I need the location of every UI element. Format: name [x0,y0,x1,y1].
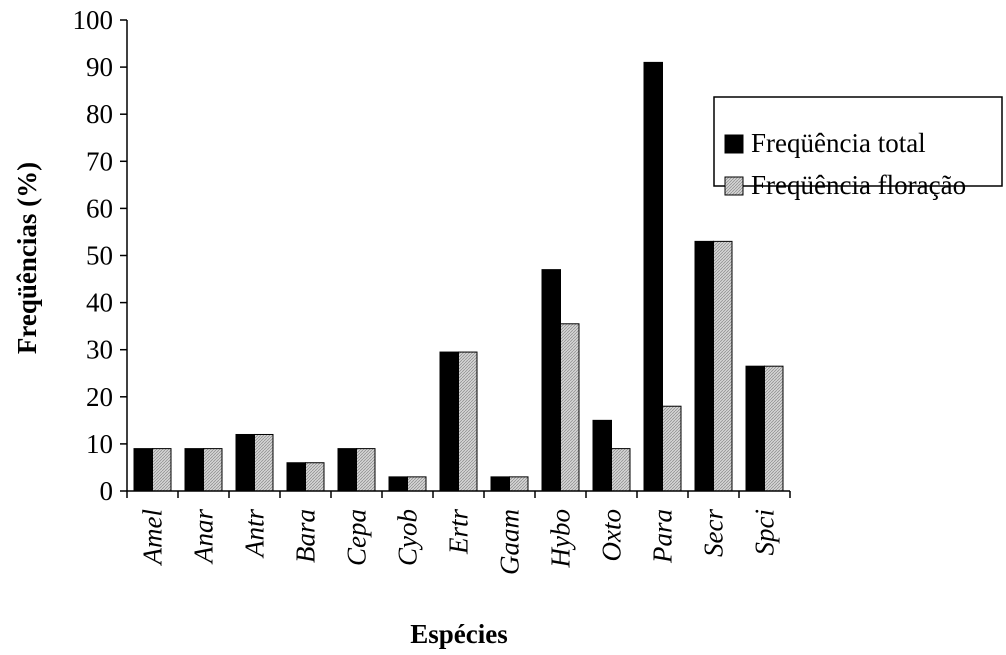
bar-anar-total [184,448,204,492]
axes [126,20,791,498]
x-axis-tick-labels: Amel Anar Antr Bara Cepa Cyob Ertr Gaam Hybo Oxto… [138,509,780,575]
y-axis-label: Freqüências (%) [12,162,42,354]
y-tick-label: 20 [86,382,113,412]
y-tick-label: 40 [86,288,113,318]
x-axis-label: Espécies [410,619,508,649]
y-tick-label: 0 [100,476,114,506]
bars [133,61,784,492]
y-tick-label: 50 [86,241,113,271]
bar-ertr-total [439,351,459,492]
y-tick-label: 10 [86,429,113,459]
bar-antr-total [235,433,255,492]
bar-oxto-total [592,419,612,492]
bar-hybo-total [541,269,561,492]
x-tick-label-hybo: Hybo [546,509,576,568]
x-tick-label-gaam: Gaam [495,509,525,575]
x-tick-label-oxto: Oxto [597,509,627,561]
bar-secr-total [694,240,714,492]
bar-ertr-floracao [458,351,478,492]
bar-spci-total [745,365,765,492]
bar-amel-floracao [152,448,172,492]
legend-label-total: Freqüência total [751,128,926,158]
x-tick-label-secr: Secr [699,509,729,557]
x-tick-label-cepa: Cepa [342,509,372,566]
bar-cyob-total [388,476,408,492]
bar-cepa-total [337,448,357,492]
x-tick-label-cyob: Cyob [393,509,423,566]
y-tick-label: 90 [86,52,113,82]
x-tick-label-bara: Bara [291,509,321,563]
bar-oxto-floracao [611,448,631,492]
legend-frame [713,96,1003,187]
x-tick-label-antr: Antr [240,509,270,559]
bar-cyob-floracao [407,476,427,492]
bar-gaam-floracao [509,476,529,492]
legend: Freqüência total Freqüência floração [713,96,1003,200]
bar-para-floracao [662,405,682,492]
bar-amel-total [133,448,153,492]
x-tick-label-ertr: Ertr [444,509,474,556]
legend-label-floracao: Freqüência floração [751,170,966,200]
y-tick-label: 30 [86,335,113,365]
y-tick-label: 80 [86,99,113,129]
bar-secr-floracao [713,240,733,492]
legend-swatch-floracao [724,176,744,196]
x-tick-label-anar: Anar [189,509,219,565]
bar-antr-floracao [254,433,274,492]
legend-swatch-total [724,134,744,154]
bar-anar-floracao [203,448,223,492]
bar-para-total [643,61,663,492]
y-axis-ticks: 0 10 20 30 40 50 60 70 80 90 100 [73,5,127,506]
bar-hybo-floracao [560,323,580,492]
x-tick-label-para: Para [648,509,678,564]
bar-gaam-total [490,476,510,492]
bar-bara-floracao [305,462,325,492]
bar-spci-floracao [764,365,784,492]
x-tick-label-spci: Spci [750,509,780,556]
y-tick-label: 100 [73,5,114,35]
y-tick-label: 60 [86,193,113,223]
x-tick-label-amel: Amel [138,509,168,566]
y-tick-label: 70 [86,146,113,176]
bar-bara-total [286,462,306,492]
bar-cepa-floracao [356,448,376,492]
